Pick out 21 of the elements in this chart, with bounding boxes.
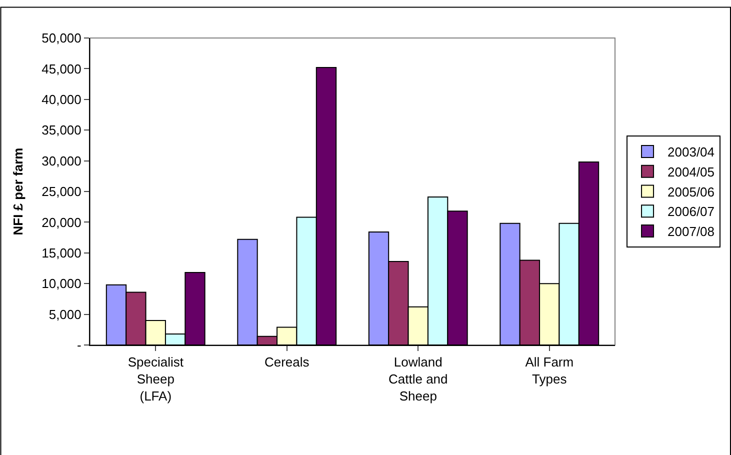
legend-label: 2006/07 [668, 204, 715, 220]
y-tick-label: - [77, 338, 82, 353]
legend-label: 2004/05 [668, 164, 715, 180]
y-tick-label: 10,000 [42, 276, 82, 292]
x-tick-label: Lowland Cattle and Sheep [388, 354, 448, 404]
x-tick-label: Cereals [264, 354, 310, 370]
legend-label: 2005/06 [668, 184, 715, 200]
y-tick-label: 20,000 [42, 214, 82, 230]
y-tick-label: 25,000 [42, 184, 82, 200]
y-tick-label: 35,000 [42, 122, 82, 138]
legend-label: 2003/04 [668, 144, 715, 160]
legend-label: 2007/08 [668, 224, 715, 240]
y-axis-title: NFI £ per farm [10, 148, 26, 236]
y-tick-label: 45,000 [42, 61, 82, 76]
y-tick-label: 5,000 [48, 306, 82, 322]
y-tick-label: 50,000 [42, 30, 82, 46]
y-tick-label: 15,000 [42, 245, 82, 260]
y-tick-label: 40,000 [42, 92, 82, 107]
x-tick-label: All Farm Types [525, 354, 574, 386]
x-tick-label: Specialist Sheep (LFA) [128, 354, 184, 404]
y-tick-label: 30,000 [42, 153, 82, 168]
